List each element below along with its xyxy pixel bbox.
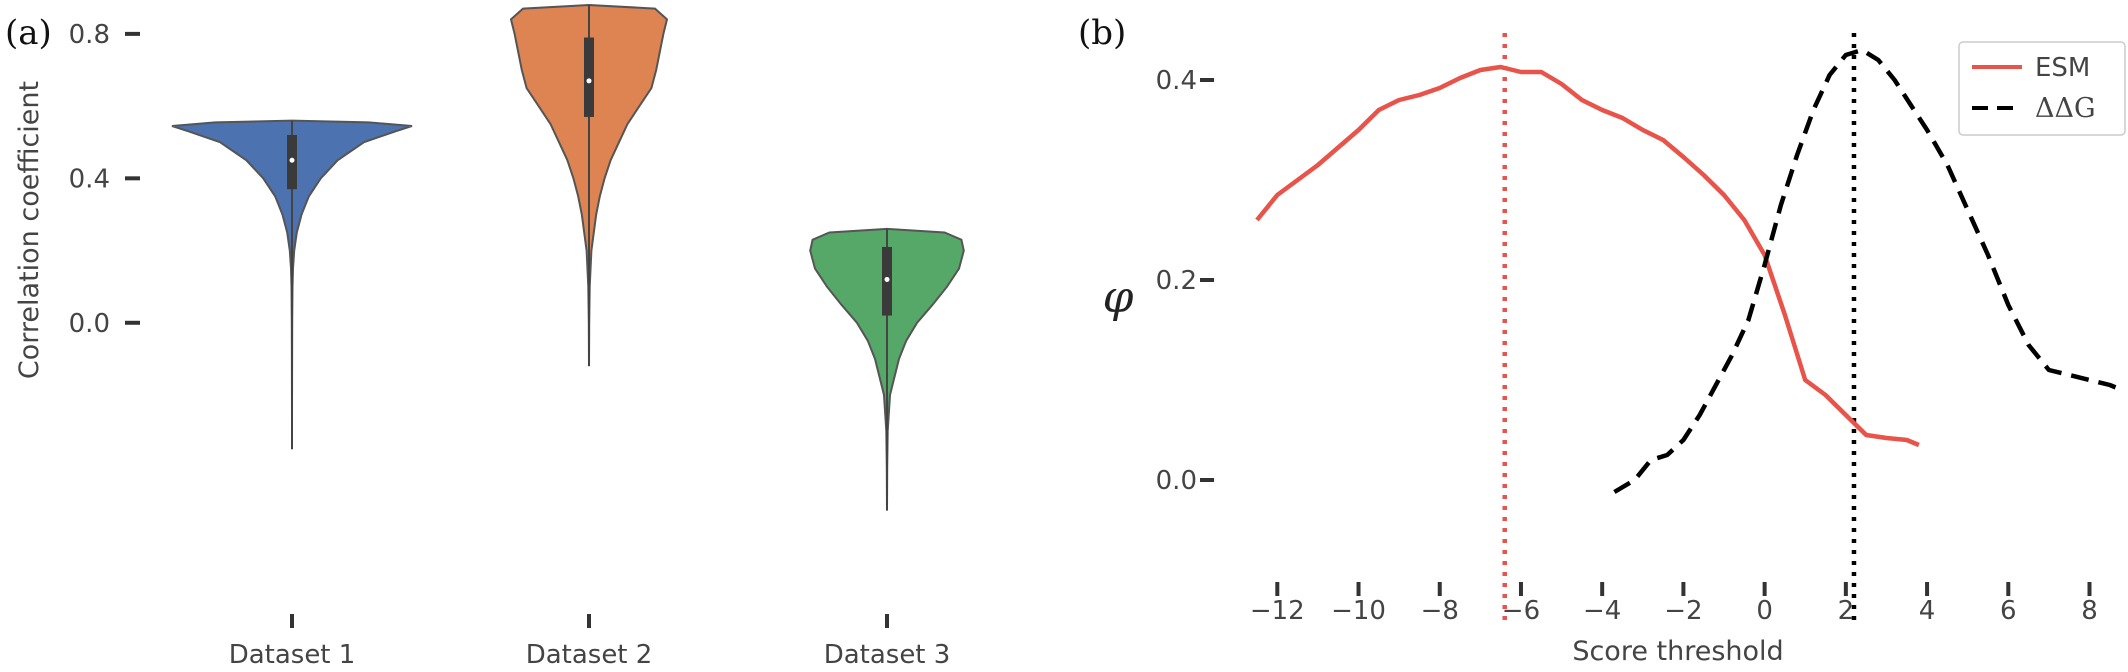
violins-group: [171, 3, 965, 511]
x-tick-label: −8: [1421, 596, 1459, 626]
x-axis-label: Score threshold: [1572, 636, 1783, 667]
x-tick-label: 4: [1919, 596, 1936, 626]
x-tick-label: −2: [1664, 596, 1702, 626]
y-tick-label: 0.0: [1156, 466, 1197, 496]
x-tick-label: 8: [2081, 596, 2098, 626]
line-panel: 0.0 0.2 0.4 −12 −10 −8 −6 −4 −2 0 2 4 6 8 Score thre…: [1103, 33, 2126, 667]
x-tick-label: 6: [2000, 596, 2017, 626]
x-tick-label: 0: [1756, 596, 1773, 626]
y-axis-label: Correlation coefficient: [14, 81, 45, 379]
x-tick-label: −6: [1502, 596, 1540, 626]
violin-median-2: [586, 78, 592, 84]
y-axis-label: φ: [1103, 272, 1134, 323]
panel-label-b: (b): [1078, 13, 1126, 53]
x-tick-label: Dataset 2: [526, 640, 653, 670]
series-line-2: [1613, 47, 2123, 494]
y-axis-ticks: 0.0 0.2 0.4: [1156, 66, 1214, 496]
violin-panel: 0.0 0.4 0.8 Dataset 1 Dataset 2 Dataset 3 Co…: [14, 3, 965, 670]
y-tick-label: 0.8: [69, 20, 110, 50]
vertical-lines: [1502, 33, 1857, 622]
y-tick-label: 0.2: [1156, 266, 1197, 296]
x-axis-ticks: −12 −10 −8 −6 −4 −2 0 2 4 6 8: [1250, 582, 2098, 626]
x-tick-label: −10: [1331, 596, 1386, 626]
x-tick-label: −4: [1583, 596, 1621, 626]
x-tick-label: Dataset 3: [824, 640, 951, 670]
legend: ESM ΔΔG: [1958, 41, 2126, 136]
x-axis-ticks: Dataset 1 Dataset 2 Dataset 3: [229, 614, 951, 670]
y-axis-ticks: 0.0 0.4 0.8: [69, 20, 140, 339]
x-tick-label: Dataset 1: [229, 640, 356, 670]
x-tick-label: −12: [1250, 596, 1305, 626]
panel-label-a: (a): [5, 13, 52, 53]
y-tick-label: 0.4: [1156, 66, 1197, 96]
violin-iqr-box-2: [584, 37, 594, 117]
y-tick-label: 0.0: [69, 309, 110, 339]
legend-label-esm: ESM: [2035, 53, 2090, 83]
x-tick-label: 2: [1838, 596, 1855, 626]
series-lines: [1255, 47, 2123, 494]
series-line-1: [1255, 64, 1920, 448]
y-tick-label: 0.4: [69, 164, 110, 194]
violin-median-1: [289, 157, 295, 163]
violin-median-3: [884, 276, 890, 282]
legend-label-ddg: ΔΔG: [2035, 93, 2096, 124]
